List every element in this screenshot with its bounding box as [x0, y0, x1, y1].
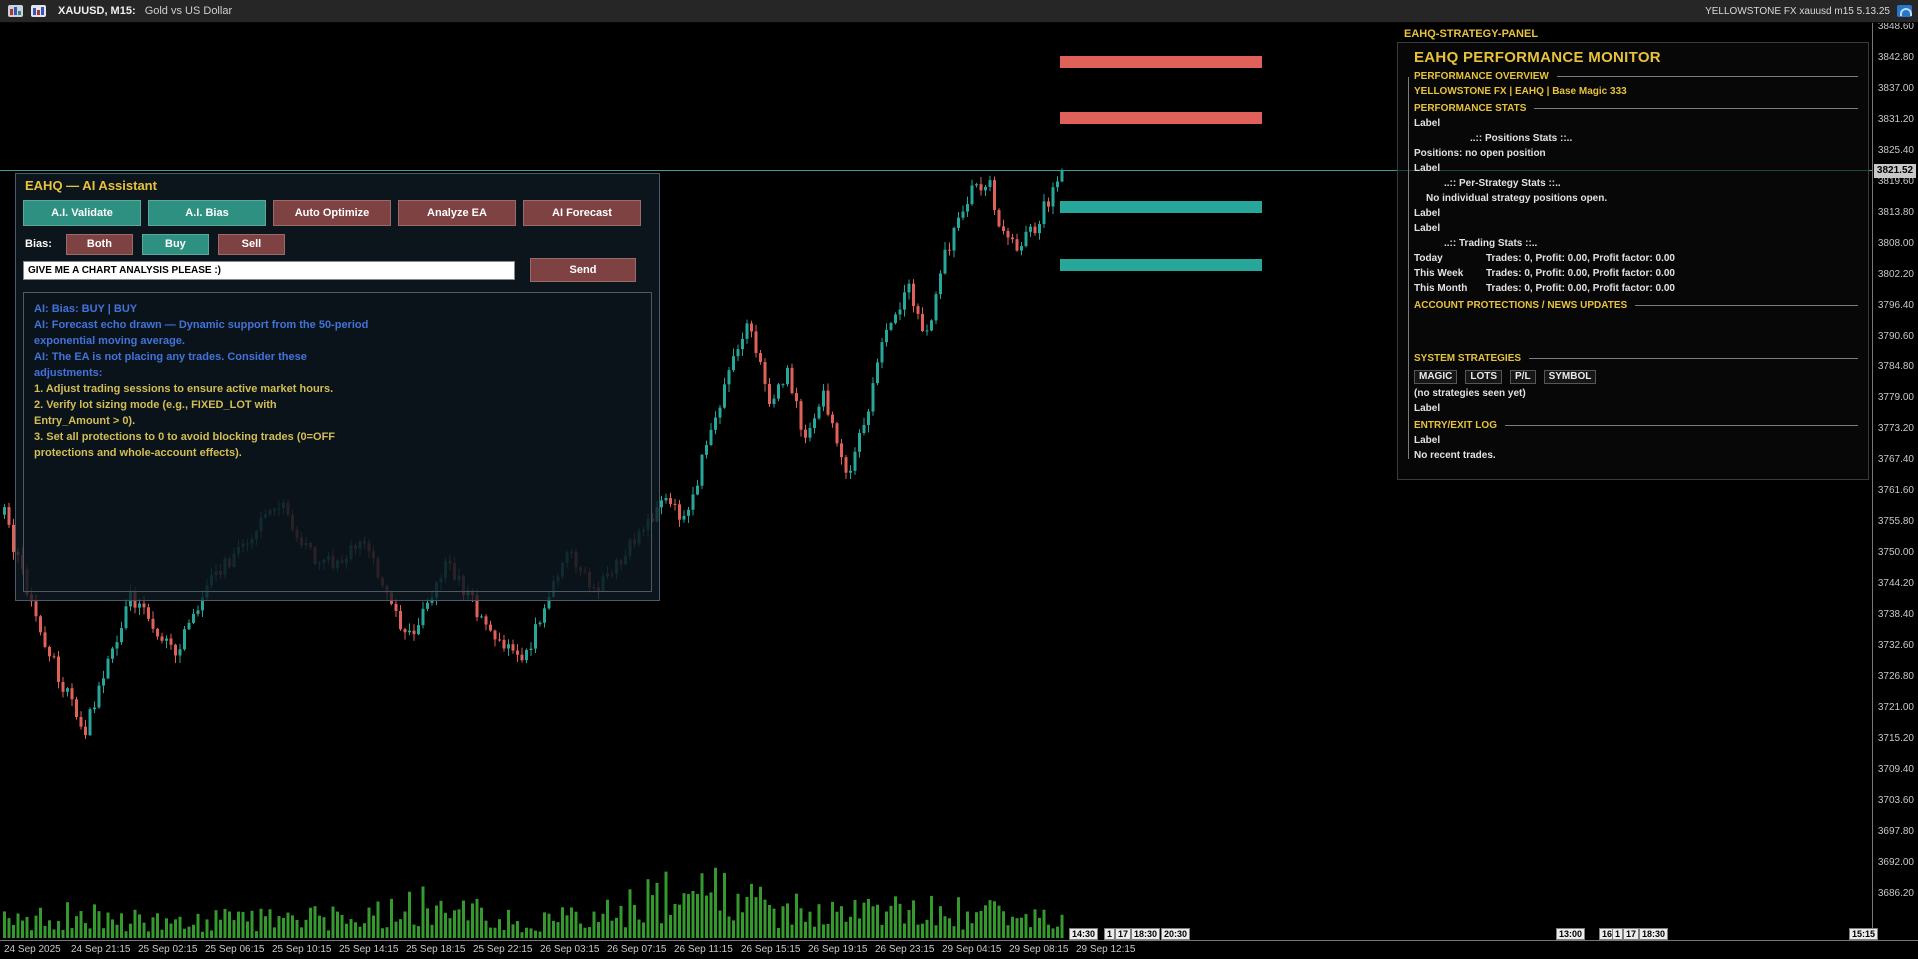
chart-title: XAUUSD, M15: Gold vs US Dollar: [58, 5, 232, 17]
volume-bars: [3, 867, 1064, 938]
panel-text-row: No individual strategy positions open.: [1426, 193, 1608, 204]
news-time-chip[interactable]: 18:30: [1639, 928, 1669, 940]
ai-panel-title: EAHQ — AI Assistant: [25, 178, 157, 193]
connection-status-icon[interactable]: [1897, 5, 1912, 17]
panel-stat-row: This Week Trades: 0, Profit: 0.00, Profit…: [1414, 268, 1675, 279]
ai-response-box: AI: Bias: BUY | BUY AI: Forecast echo dra…: [23, 292, 652, 592]
news-time-chip[interactable]: 13:00: [1556, 928, 1586, 940]
chart-window-icon[interactable]: [8, 5, 23, 17]
news-time-chip[interactable]: 17: [1115, 928, 1132, 940]
ai-response-line: 1. Adjust trading sessions to ensure act…: [34, 383, 334, 395]
ai-button-ai-forecast[interactable]: AI Forecast: [523, 200, 641, 226]
panel-text-row: ..:: Trading Stats ::..: [1444, 238, 1538, 249]
panel-section-header: SYSTEM STRATEGIES: [1414, 353, 1858, 364]
panel-text-row: Label: [1414, 435, 1441, 446]
ai-response-line: AI: The EA is not placing any trades. Co…: [34, 351, 307, 363]
bias-button-buy[interactable]: Buy: [141, 233, 209, 255]
panel-stat-row: Today Trades: 0, Profit: 0.00, Profit fac…: [1414, 253, 1675, 264]
panel-text-row: No recent trades.: [1414, 450, 1496, 461]
ai-response-line: AI: Bias: BUY | BUY: [34, 303, 138, 315]
panel-rows: PERFORMANCE OVERVIEW YELLOWSTONE FX | EAH…: [1414, 71, 1858, 463]
ai-button-analyze-ea[interactable]: Analyze EA: [398, 200, 516, 226]
indicator-icon[interactable]: [31, 5, 46, 17]
ai-response-line: protections and whole-account effects).: [34, 447, 242, 459]
panel-section-header: ACCOUNT PROTECTIONS / NEWS UPDATES: [1414, 300, 1858, 311]
bias-button-both[interactable]: Both: [65, 233, 133, 255]
performance-monitor-panel: EAHQ PERFORMANCE MONITOR PERFORMANCE OVE…: [1397, 42, 1869, 480]
panel-text-row: Positions: no open position: [1414, 148, 1546, 159]
strategy-table-header: MAGIC LOTS P/L SYMBOL: [1414, 366, 1858, 384]
news-time-chip[interactable]: 1: [1612, 928, 1624, 940]
performance-monitor-title: EAHQ PERFORMANCE MONITOR: [1414, 49, 1661, 66]
panel-spacer: [1414, 313, 1858, 349]
news-time-chip[interactable]: 20:30: [1161, 928, 1191, 940]
panel-section-header: ENTRY/EXIT LOG: [1414, 420, 1858, 431]
news-time-chip[interactable]: 15:15: [1849, 928, 1879, 940]
news-time-chip[interactable]: 17: [1623, 928, 1640, 940]
panel-text-row: ..:: Per-Strategy Stats ::..: [1444, 178, 1561, 189]
bias-row: Bias: Both Buy Sell: [25, 233, 285, 255]
bias-button-sell[interactable]: Sell: [217, 233, 285, 255]
current-price-line: [0, 170, 1872, 172]
panel-section-header: PERFORMANCE STATS: [1414, 103, 1858, 114]
panel-text-row: Label: [1414, 403, 1441, 414]
supply-zone: [1060, 56, 1262, 68]
demand-zone: [1060, 259, 1262, 271]
bias-label: Bias:: [25, 238, 52, 250]
panel-text-row: Label: [1414, 223, 1441, 234]
panel-text-row: Label: [1414, 208, 1441, 219]
panel-text-row: YELLOWSTONE FX | EAHQ | Base Magic 333: [1414, 86, 1627, 97]
panel-text-row: (no strategies seen yet): [1414, 388, 1526, 399]
chat-input-row: Send: [23, 258, 636, 282]
current-price-tag: 3821.52: [1874, 163, 1916, 178]
ai-button-a-i-bias[interactable]: A.I. Bias: [148, 200, 266, 226]
ai-button-auto-optimize[interactable]: Auto Optimize: [273, 200, 391, 226]
ai-assistant-panel: EAHQ — AI Assistant A.I. Validate A.I. Bi…: [15, 173, 660, 601]
send-button[interactable]: Send: [530, 258, 636, 282]
panel-stat-row: This Month Trades: 0, Profit: 0.00, Profi…: [1414, 283, 1675, 294]
news-time-chip[interactable]: 1: [1104, 928, 1116, 940]
chat-input[interactable]: [23, 260, 515, 280]
ai-response-line: exponential moving average.: [34, 335, 185, 347]
symbol-description: Gold vs US Dollar: [144, 5, 233, 17]
panel-section-header: PERFORMANCE OVERVIEW: [1414, 71, 1858, 82]
demand-zone: [1060, 201, 1262, 213]
ea-version-label: YELLOWSTONE FX xauusd m15 5.13.25: [1705, 5, 1890, 17]
panel-text-row: Label: [1414, 163, 1441, 174]
panel-bracket-line: [1408, 77, 1409, 459]
supply-zone: [1060, 112, 1262, 124]
news-time-chip[interactable]: 14:30: [1069, 928, 1099, 940]
panel-text-row: Label: [1414, 118, 1441, 129]
strategy-panel-label: EAHQ-STRATEGY-PANEL: [1404, 28, 1539, 40]
symbol-timeframe-label: XAUUSD, M15:: [58, 5, 136, 17]
bias-buttons: Both Buy Sell: [65, 233, 285, 255]
ai-response-line: adjustments:: [34, 367, 103, 379]
ai-response-line: AI: Forecast echo drawn — Dynamic suppor…: [34, 319, 369, 331]
ai-response-line: 3. Set all protections to 0 to avoid blo…: [34, 431, 336, 443]
news-time-chip[interactable]: 18:30: [1131, 928, 1161, 940]
axes: [0, 22, 1918, 941]
ai-button-a-i-validate[interactable]: A.I. Validate: [23, 200, 141, 226]
ai-response-line: 2. Verify lot sizing mode (e.g., FIXED_L…: [34, 399, 277, 411]
panel-text-row: ..:: Positions Stats ::..: [1470, 133, 1573, 144]
supply-demand-zones: [1060, 56, 1262, 271]
toolbar: XAUUSD, M15: Gold vs US Dollar YELLOWSTO…: [0, 0, 1918, 23]
ai-response-line: Entry_Amount > 0).: [34, 415, 136, 427]
ai-action-buttons: A.I. Validate A.I. Bias Auto Optimize Analy…: [23, 200, 641, 226]
